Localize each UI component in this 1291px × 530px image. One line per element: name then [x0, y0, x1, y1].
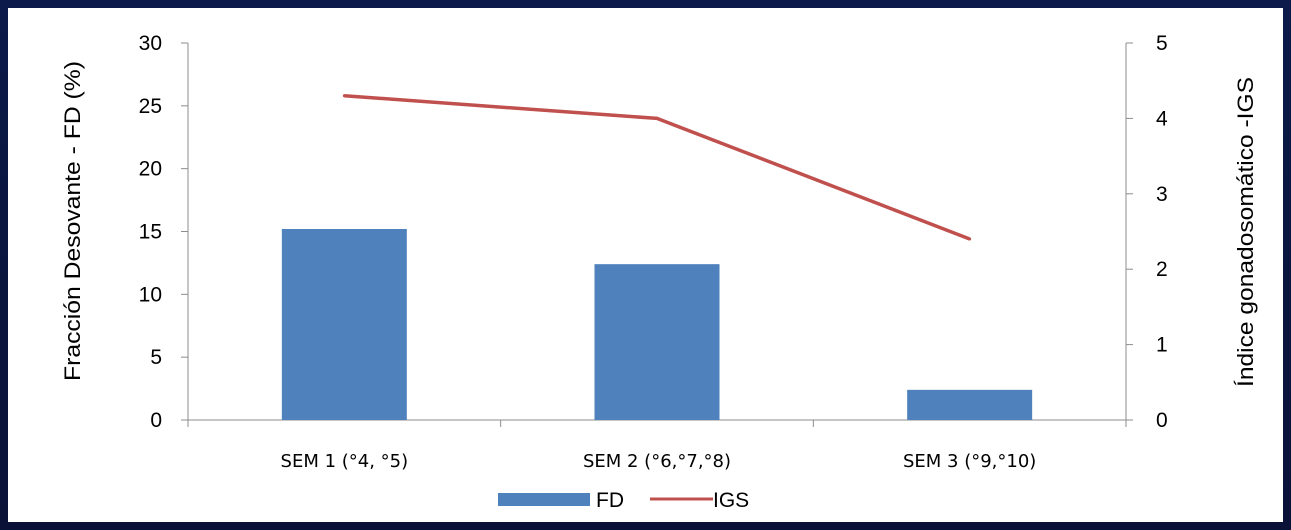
fd-bar: [281, 228, 407, 420]
right-tick-label: 5: [1156, 32, 1168, 55]
left-axis-title: Fracción Desovante - FD (%): [60, 61, 85, 381]
x-axis: SEM 1 (°4, °5) SEM 2 (°6,°7,°8) SEM 3 (°9,…: [187, 419, 1127, 472]
right-tick-label: 1: [1156, 334, 1168, 357]
right-tick-label: 4: [1156, 107, 1168, 130]
fd-bar: [594, 264, 720, 420]
right-axis: 0 1 2 3 4 5: [1125, 32, 1168, 432]
x-category-label: SEM 2 (°6,°7,°8): [583, 451, 731, 472]
left-axis: 0 5 10 15 20 25 30: [139, 32, 189, 432]
legend: FD IGS: [498, 489, 749, 512]
right-tick-label: 2: [1156, 258, 1168, 281]
fd-bars: [281, 228, 1033, 420]
combo-chart: 0 5 10 15 20 25 30 0 1 2 3 4 5 SEM 1 (°4, °5) SEM 2 …: [60, 32, 1258, 512]
igs-point: [342, 94, 346, 98]
x-category-label: SEM 3 (°9,°10): [903, 451, 1036, 472]
left-tick-label: 15: [139, 221, 162, 244]
legend-label-fd: FD: [596, 489, 624, 512]
left-tick-label: 20: [139, 158, 162, 181]
right-tick-label: 0: [1156, 409, 1168, 432]
left-tick-label: 10: [139, 283, 162, 306]
legend-label-igs: IGS: [713, 489, 749, 512]
left-tick-label: 5: [150, 346, 162, 369]
right-tick-label: 3: [1156, 183, 1168, 206]
x-category-label: SEM 1 (°4, °5): [281, 451, 409, 472]
left-tick-label: 25: [139, 95, 162, 118]
left-tick-label: 0: [150, 409, 162, 432]
fd-bar: [907, 389, 1033, 420]
legend-swatch-fd: [498, 493, 590, 506]
right-axis-title: Índice gonadosomático -IGS: [1233, 77, 1258, 387]
chart-frame: 0 5 10 15 20 25 30 0 1 2 3 4 5 SEM 1 (°4, °5) SEM 2 …: [8, 8, 1283, 522]
left-tick-label: 30: [139, 32, 162, 55]
igs-line: [342, 94, 972, 241]
igs-point: [655, 116, 659, 120]
igs-point: [968, 237, 972, 241]
